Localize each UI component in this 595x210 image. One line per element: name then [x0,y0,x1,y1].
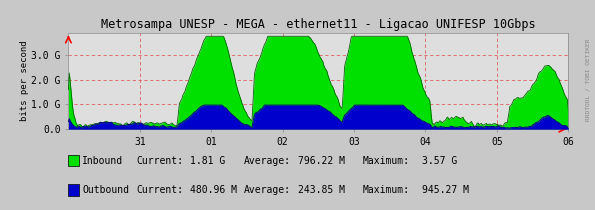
Text: 3.57 G: 3.57 G [422,156,458,166]
Text: Inbound: Inbound [82,156,123,166]
Text: Average:: Average: [244,185,291,195]
Text: Maximum:: Maximum: [363,185,410,195]
Text: Average:: Average: [244,156,291,166]
Y-axis label: bits per second: bits per second [20,41,29,121]
Text: Maximum:: Maximum: [363,156,410,166]
Title: Metrosampa UNESP - MEGA - ethernet11 - Ligacao UNIFESP 10Gbps: Metrosampa UNESP - MEGA - ethernet11 - L… [101,18,536,31]
Text: 796.22 M: 796.22 M [298,156,345,166]
Text: Current:: Current: [137,156,184,166]
Text: Outbound: Outbound [82,185,129,195]
Text: 243.85 M: 243.85 M [298,185,345,195]
Text: Current:: Current: [137,185,184,195]
Text: 945.27 M: 945.27 M [422,185,469,195]
Text: 480.96 M: 480.96 M [190,185,237,195]
Text: RRDTOOL / TOBI OETIKER: RRDTOOL / TOBI OETIKER [586,39,591,121]
Text: 1.81 G: 1.81 G [190,156,226,166]
